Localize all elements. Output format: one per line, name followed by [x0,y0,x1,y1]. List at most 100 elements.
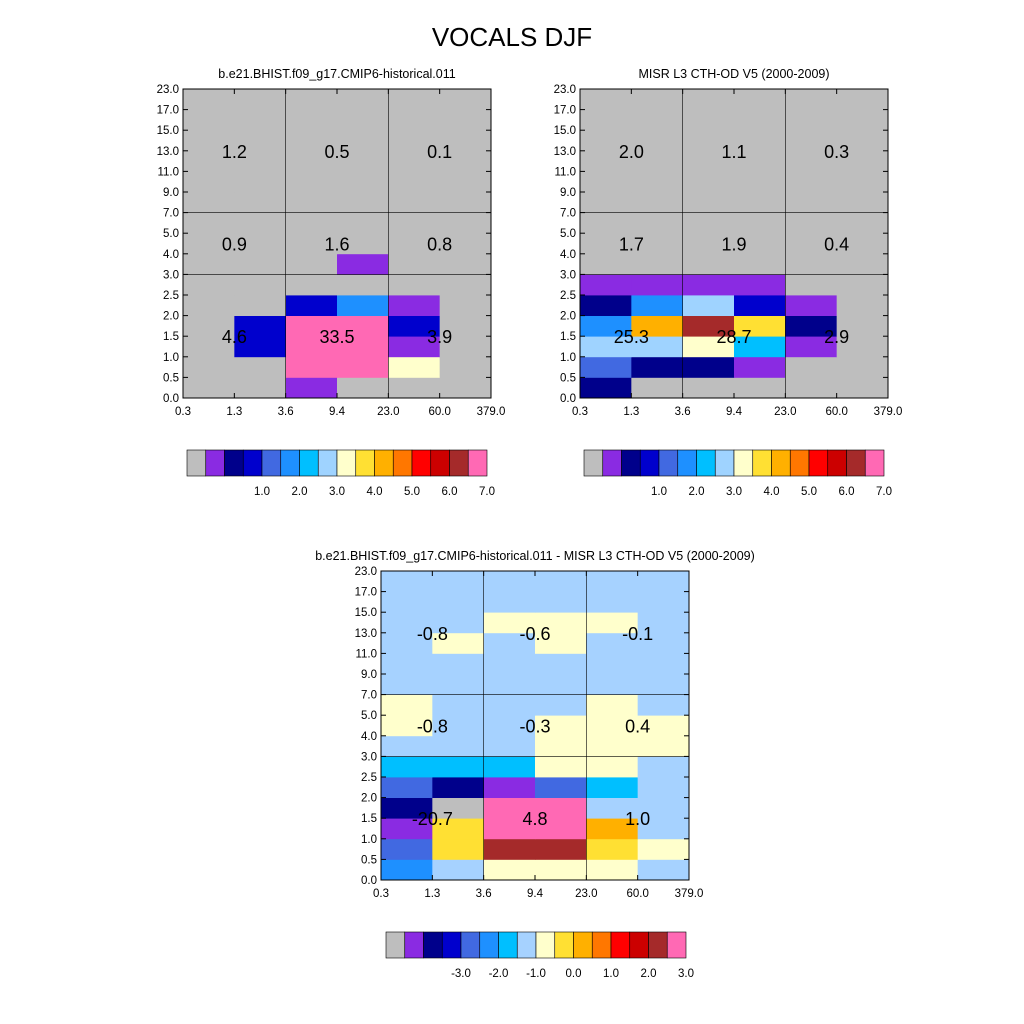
heatmap-cell [439,295,492,316]
heatmap-cell [785,171,838,193]
heatmap-cell [586,571,639,592]
y-tick-label: 5.0 [361,710,377,722]
heatmap-cell [785,356,838,378]
heatmap-cell [535,674,587,695]
panel-1: 0.3 1.3 3.6 9.4 23.0 60.0 379.0 0.0 0.5 1.0 1.5 2.0… [157,67,506,498]
heatmap-cell [637,591,690,613]
heatmap-cell [682,356,735,378]
heatmap-cell [234,315,287,337]
heatmap-cell [439,109,492,131]
group-value-label: -0.8 [417,624,448,644]
heatmap-cell [586,838,639,860]
colorbar-swatch [602,449,622,477]
x-tick-label: 3.6 [278,406,294,418]
heatmap-cell [388,233,441,255]
y-tick-label: 9.0 [361,669,377,681]
heatmap-cell [631,150,684,172]
heatmap-cell [337,315,389,337]
x-tick-label: 379.0 [675,888,704,900]
heatmap-cell [439,356,492,378]
heatmap-cell [439,130,492,152]
heatmap-cell [483,674,536,695]
heatmap-cell [631,130,684,152]
x-tick-label: 9.4 [329,406,346,418]
heatmap-cell [580,315,632,337]
y-tick-label: 4.0 [361,731,377,743]
heatmap-cell [234,89,287,110]
group-value-label: 0.1 [427,142,452,162]
heatmap-cell [580,336,632,358]
heatmap-cell [432,571,485,592]
colorbar-swatch [423,931,443,959]
colorbar-label: 5.0 [404,486,420,498]
heatmap-cell [285,274,338,296]
colorbar-label: 2.0 [689,486,705,498]
heatmap-cell [580,109,632,131]
heatmap-cell [285,233,338,255]
heatmap-cell [183,356,235,378]
colorbar-swatch [299,449,319,477]
heatmap-cell [183,377,235,399]
colorbar-swatch [573,931,593,959]
heatmap-cell [337,192,389,213]
heatmap-cell [381,859,433,881]
heatmap-cell [631,377,684,399]
heatmap-cell [785,130,838,152]
colorbar-label: 1.0 [254,486,270,498]
heatmap-cell [734,295,786,316]
colorbar-swatch [658,449,679,477]
heatmap-cell [586,694,639,716]
heatmap-cell [836,130,889,152]
colorbar-swatch [336,449,357,477]
heatmap-cell [285,150,338,172]
colorbar-swatch [629,931,649,959]
heatmap-cell [285,295,338,316]
y-tick-label: 11.0 [554,166,576,178]
y-tick-label: 13.0 [157,146,179,158]
heatmap-cell [483,818,536,840]
colorbar-swatch [411,449,432,477]
heatmap-cell [388,130,441,152]
colorbar-label: 0.0 [566,968,582,980]
y-tick-label: 0.0 [163,393,179,405]
heatmap-cell [432,859,485,881]
heatmap-cell [535,838,587,860]
heatmap-cell [381,715,433,737]
heatmap-cell [637,777,690,798]
y-tick-label: 23.0 [554,84,576,96]
heatmap-cell [337,356,389,378]
heatmap-cell [580,192,632,213]
heatmap-cell [285,336,338,358]
heatmap-cell [285,315,338,337]
heatmap-cell [285,356,338,378]
heatmap-cell [483,756,536,778]
y-tick-label: 2.0 [361,793,377,805]
y-tick-label: 3.0 [560,269,576,281]
y-tick-label: 13.0 [355,628,377,640]
heatmap-cell [285,253,338,275]
group-value-label: -0.8 [417,717,448,737]
y-tick-label: 1.0 [361,834,377,846]
heatmap-cell [631,233,684,255]
heatmap-cell [439,274,492,296]
colorbar-swatch [648,931,668,959]
colorbar-swatch [677,449,697,477]
heatmap-cell [483,715,536,737]
y-tick-label: 17.0 [355,587,377,599]
heatmap-cell [183,150,235,172]
y-tick-label: 0.5 [560,372,576,384]
heatmap-cell [337,253,389,275]
colorbar-label: 7.0 [876,486,892,498]
y-tick-label: 2.0 [560,311,576,323]
heatmap-cell [580,130,632,152]
heatmap-cell [388,212,441,234]
x-tick-label: 1.3 [226,406,242,418]
x-tick-label: 60.0 [626,888,648,900]
y-tick-label: 1.0 [560,352,576,364]
y-tick-label: 11.0 [157,166,179,178]
heatmap-cell [535,612,587,634]
colorbar-label: 7.0 [479,486,495,498]
heatmap-cell [785,377,838,399]
heatmap-cell [785,295,838,316]
